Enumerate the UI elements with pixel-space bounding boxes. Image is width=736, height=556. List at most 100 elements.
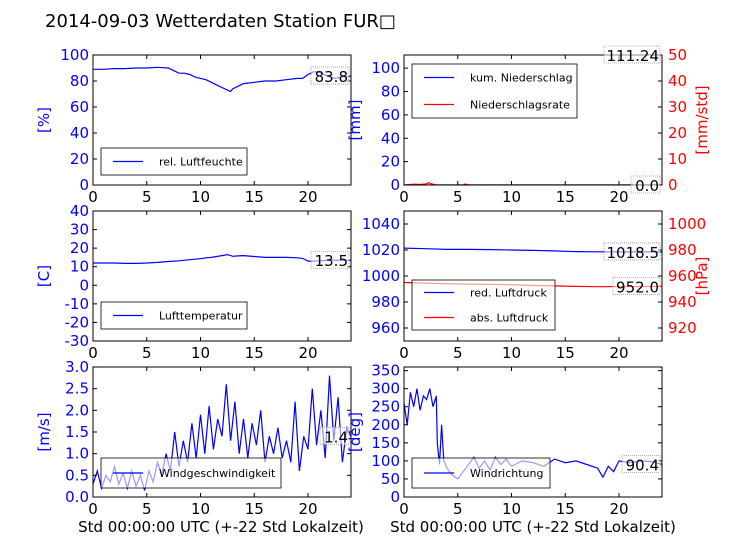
value-annotation: 952.0 xyxy=(616,278,659,296)
x-tick-label: 0 xyxy=(88,188,98,206)
y2-tick-label: 920 xyxy=(668,319,697,337)
y-tick-label: 2.0 xyxy=(65,401,89,419)
chart-wind-speed: 0 5 10 15 20 0.0 0.5 1.0 1.5 2.0 2.5 3.0 [m/s] 1.4 Win… xyxy=(35,358,352,518)
x-tick-label: 20 xyxy=(609,344,628,362)
x-tick-label: 10 xyxy=(502,344,521,362)
x-tick-label: 15 xyxy=(556,188,575,206)
y-tick-label: 40 xyxy=(381,129,400,147)
value-annotation-box xyxy=(603,242,661,261)
y-tick-label: 0 xyxy=(390,176,400,194)
chart-temperature: 0 5 10 15 20-30-20-10010203040[C]13.5Lufttem… xyxy=(35,202,352,362)
y-tick-label: 40 xyxy=(70,124,89,142)
y-tick-label: 1020 xyxy=(362,241,400,259)
y-tick-label: 0.0 xyxy=(65,488,89,506)
y-tick-label: 80 xyxy=(381,83,400,101)
x-tick-label: 5 xyxy=(453,344,463,362)
y-tick-label: 250 xyxy=(371,398,400,416)
value-annotation: 0.0 xyxy=(635,177,659,195)
xlabel-right: Std 00:00:00 UTC (+-22 Std Lokalzeit) xyxy=(390,518,676,536)
y-tick-label: 10 xyxy=(70,258,89,276)
y-axis-label: [%] xyxy=(35,107,53,133)
y-tick-label: 300 xyxy=(371,380,400,398)
chart-wind-direction: 0 5 10 15 20050100150200250300350[deg]90.4Wi… xyxy=(346,362,663,518)
x-tick-label: 5 xyxy=(453,188,463,206)
value-annotation-box xyxy=(603,45,661,64)
value-annotation: 111.24 xyxy=(607,47,660,65)
legend-label: abs. Luftdruck xyxy=(470,312,549,325)
legend-label: Lufttemperatur xyxy=(159,310,243,323)
y-tick-label: 1000 xyxy=(362,267,400,285)
y-tick-label: 1.0 xyxy=(65,445,89,463)
y-tick-label: 350 xyxy=(371,362,400,380)
y-tick-label: 80 xyxy=(70,72,89,90)
figure-title: 2014-09-03 Wetterdaten Station FUR□ xyxy=(45,11,396,32)
chart-humidity: 0 5 10 15 20 0 20 40 60 80 100 [%] 83.8 rel. Luftfeuc… xyxy=(35,46,352,206)
value-annotation: 90.4 xyxy=(626,456,659,474)
value-annotation-box xyxy=(630,175,661,194)
x-tick-label: 10 xyxy=(502,188,521,206)
series-niederschlagsrate xyxy=(404,182,662,185)
x-tick-label: 15 xyxy=(556,344,575,362)
x-tick-label: 15 xyxy=(245,344,264,362)
y2-tick-label: 10 xyxy=(668,150,687,168)
x-tick-label: 5 xyxy=(453,500,463,518)
legend-box xyxy=(411,279,556,331)
y-axis-label: [m/s] xyxy=(35,412,53,451)
y2-tick-label: 40 xyxy=(668,72,687,90)
y-tick-label: 40 xyxy=(70,202,89,220)
series-lufttemperatur xyxy=(93,253,351,264)
y-tick-label: 0 xyxy=(390,488,400,506)
x-tick-label: 20 xyxy=(609,188,628,206)
legend-label: Niederschlagsrate xyxy=(470,99,570,112)
y-tick-label: 100 xyxy=(60,46,89,64)
x-tick-label: 0 xyxy=(88,500,98,518)
x-tick-label: 20 xyxy=(298,500,317,518)
y-axis-label: [C] xyxy=(35,265,53,287)
value-annotation: 83.8 xyxy=(315,68,348,86)
y-tick-label: 150 xyxy=(371,434,400,452)
x-tick-label: 15 xyxy=(245,188,264,206)
y-tick-label: 1.5 xyxy=(65,423,89,441)
legend-label: kum. Niederschlag xyxy=(470,72,573,85)
value-annotation-box xyxy=(319,426,350,445)
legend-box xyxy=(411,63,578,119)
value-annotation-box xyxy=(310,66,350,85)
y-tick-label: 20 xyxy=(70,150,89,168)
y2-tick-label: 30 xyxy=(668,98,687,116)
value-annotation: 1018.5 xyxy=(607,244,660,262)
x-tick-label: 20 xyxy=(298,188,317,206)
x-tick-label: 10 xyxy=(191,344,210,362)
value-annotation-box xyxy=(310,250,350,269)
y-tick-label: 50 xyxy=(381,470,400,488)
y2-tick-label: 1000 xyxy=(668,215,706,233)
y2-tick-label: 960 xyxy=(668,267,697,285)
x-tick-label: 5 xyxy=(142,188,152,206)
x-tick-label: 20 xyxy=(609,500,628,518)
y2-tick-label: 940 xyxy=(668,293,697,311)
y-axis-label: [mm] xyxy=(346,100,364,141)
y2-tick-label: 50 xyxy=(668,46,687,64)
x-tick-label: 5 xyxy=(142,500,152,518)
chart-precipitation: 0 5 10 15 20 0 20 40 60 80 100 0 10 20 30 40 50 [mm] [mm/s… xyxy=(346,45,711,206)
legend-label: Windgeschwindigkeit xyxy=(159,467,276,480)
x-tick-label: 20 xyxy=(298,344,317,362)
legend-label: red. Luftdruck xyxy=(470,287,547,300)
y-tick-label: 100 xyxy=(371,452,400,470)
y-tick-label: 100 xyxy=(371,59,400,77)
y-tick-label: 1040 xyxy=(362,215,400,233)
y-tick-label: 3.0 xyxy=(65,358,89,376)
x-tick-label: 0 xyxy=(399,344,409,362)
x-tick-label: 0 xyxy=(399,188,409,206)
x-tick-label: 15 xyxy=(556,500,575,518)
axes-frame xyxy=(92,210,352,342)
value-annotation-box xyxy=(612,276,661,295)
y2-tick-label: 980 xyxy=(668,241,697,259)
y2-tick-label: 20 xyxy=(668,124,687,142)
y2-axis-label: [mm/std] xyxy=(693,85,711,154)
value-annotation: 13.5 xyxy=(315,252,348,270)
x-tick-label: 5 xyxy=(142,344,152,362)
y-tick-label: 200 xyxy=(371,416,400,434)
y2-tick-label: 0 xyxy=(668,176,678,194)
legend-label: rel. Luftfeuchte xyxy=(159,156,243,169)
legend-label: Windrichtung xyxy=(470,467,543,480)
